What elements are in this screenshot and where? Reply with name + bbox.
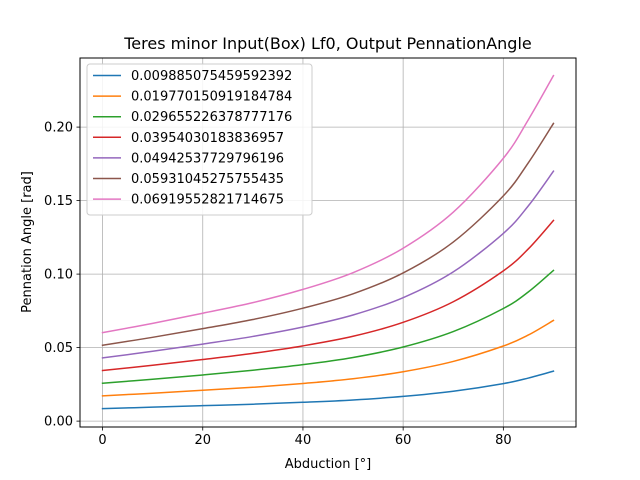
x-tick-label: 20 [194,433,211,448]
chart-title: Teres minor Input(Box) Lf0, Output Penna… [123,34,532,53]
x-axis-ticks: 0 20 40 60 80 [98,427,512,448]
legend-label-1: 0.009885075459592392 [131,69,292,84]
y-tick-label: 0.05 [44,341,73,356]
series-line-3 [101,269,555,384]
series-line-5 [101,170,555,359]
x-tick-label: 0 [98,433,106,448]
legend: 0.009885075459592392 0.019770150919184784… [86,63,313,216]
legend-label-6: 0.05931045275755435 [131,172,284,187]
series-lines [101,74,555,410]
plot-frame [79,57,577,428]
legend-label-5: 0.04942537729796196 [131,151,284,166]
y-tick-label: 0.00 [44,415,73,430]
legend-label-7: 0.06919552821714675 [131,193,284,208]
y-axis-label: Pennation Angle [rad] [20,171,35,313]
series-line-6 [101,122,555,347]
y-tick-label: 0.20 [44,121,73,136]
series-line-7 [101,74,555,334]
legend-label-2: 0.019770150919184784 [131,90,292,105]
y-tick-label: 0.15 [44,194,73,209]
x-tick-label: 60 [395,433,412,448]
series-line-1 [101,370,555,410]
y-tick-label: 0.10 [44,268,73,283]
y-axis-ticks: 0.00 0.05 0.10 0.15 0.20 [44,121,80,430]
legend-frame [86,63,313,216]
series-line-2 [101,319,555,397]
legend-label-3: 0.029655226378777176 [131,110,292,125]
x-axis-label: Abduction [°] [285,457,371,472]
series-line-4 [101,219,555,372]
x-tick-label: 40 [295,433,312,448]
legend-label-4: 0.03954030183836957 [131,131,284,146]
x-tick-label: 80 [495,433,512,448]
